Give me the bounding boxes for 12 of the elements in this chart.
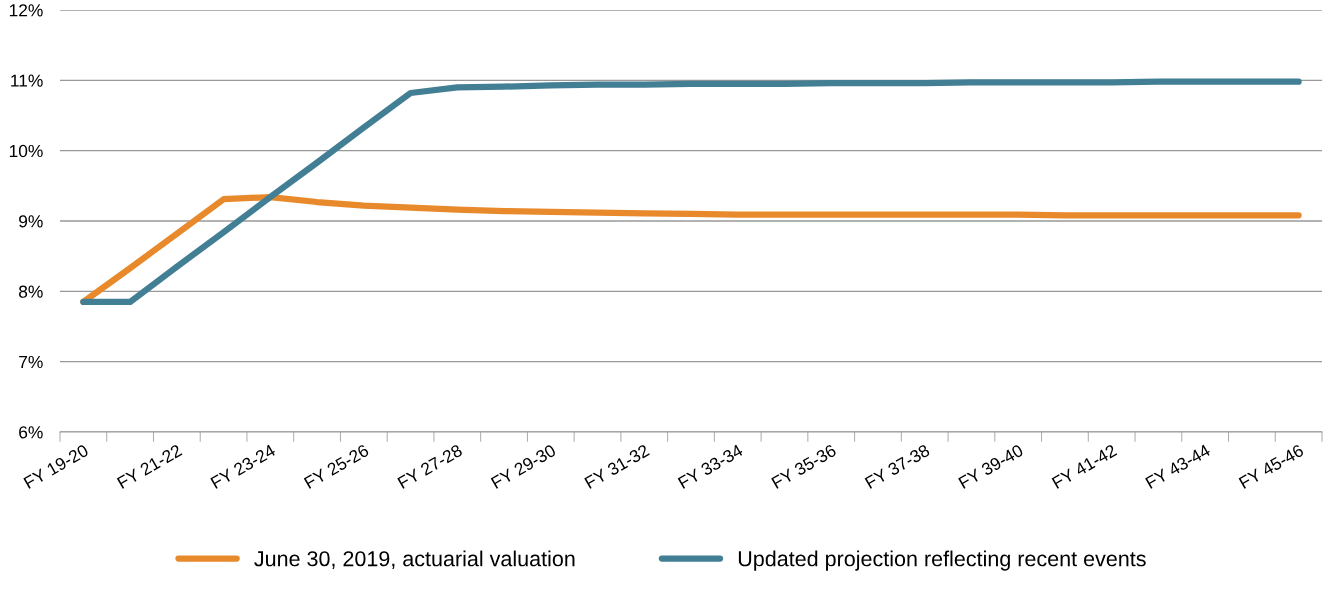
x-tick-label: FY 45-46 [1238,443,1305,489]
y-tick-label: 11% [11,74,43,87]
y-tick-label: 6% [19,426,43,439]
legend-label: June 30, 2019, actuarial valuation [254,550,575,569]
legend-label: Updated projection reflecting recent events [738,550,1146,571]
y-tick-label: 8% [19,285,43,298]
x-tick-label: FY 41-42 [1051,443,1118,489]
y-tick-label: 10% [9,144,43,158]
y-tick-label: 9% [19,215,43,228]
x-tick-label: FY 43-44 [1145,443,1212,489]
y-tick-label: 12% [9,4,43,17]
y-tick-label: 7% [19,355,43,369]
